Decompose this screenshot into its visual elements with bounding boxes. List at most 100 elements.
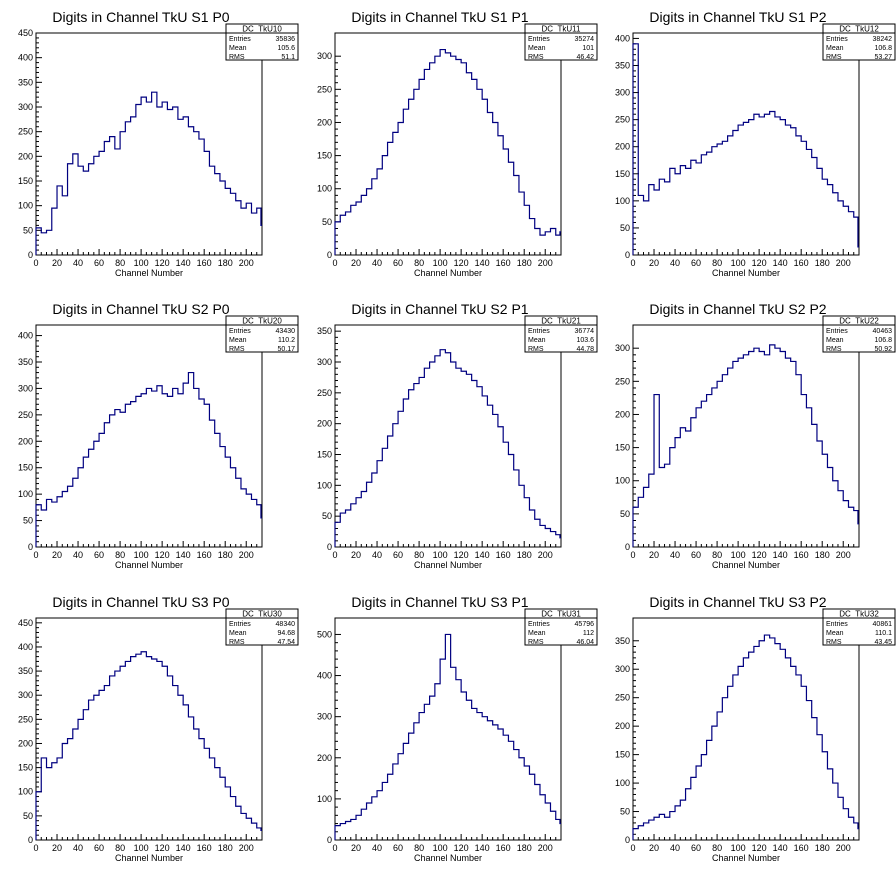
histogram-bin [188,127,193,255]
histogram-bin [743,122,748,255]
x-tick-label: 140 [176,550,191,560]
x-tick-label: 40 [73,843,83,853]
histogram-bin [670,448,675,547]
y-tick-label: 200 [18,738,33,748]
y-tick-label: 50 [23,225,33,235]
histogram-bin [194,729,199,840]
histogram-bin [335,522,340,547]
x-tick-label: 160 [794,258,809,268]
histogram-bin [220,447,225,547]
histogram-bin [146,388,151,547]
x-tick-label: 180 [218,258,233,268]
stats-label: Entries [826,328,848,335]
histogram-series-line [35,371,262,547]
histogram-bin [638,195,643,255]
histogram-panel: Digits in Channel TkU S1 P10501001502002… [317,9,598,278]
stats-label: Entries [528,328,550,335]
x-tick-label: 60 [393,550,403,560]
histogram-series-line [632,344,859,547]
histogram-bin [644,823,649,840]
stats-value: 40861 [873,621,893,628]
histogram-bin [393,424,398,547]
histogram-bin [806,149,811,255]
x-tick-label: 0 [332,550,337,560]
histogram-bin [261,518,262,547]
histogram-bin [806,701,811,840]
y-tick-label: 0 [625,542,630,552]
histogram-bin [654,190,659,255]
histogram-bin [356,815,361,840]
histogram-bin [770,345,775,547]
histogram-bin [759,117,764,255]
x-axis-label: Channel Number [414,560,482,570]
histogram-bin [749,120,754,255]
histogram-bin [477,713,482,840]
x-tick-label: 200 [239,550,254,560]
x-tick-label: 40 [670,258,680,268]
histogram-bin [670,168,675,255]
histogram-series-line [35,651,262,840]
plot-frame [632,324,860,548]
chart-title: Digits in Channel TkU S3 P0 [52,594,229,610]
y-tick-label: 200 [615,142,630,152]
histogram-bin [157,107,162,255]
histogram-bin [178,394,183,547]
histogram-bin [456,368,461,547]
x-tick-label: 60 [691,843,701,853]
stats-box: DC_TkU31 Entries 45796 Mean 112 RMS 46.04 [524,608,598,646]
x-tick-label: 20 [52,258,62,268]
y-tick-label: 200 [18,436,33,446]
histogram-bin [498,136,503,255]
histogram-bin [167,109,172,255]
histogram-bin [414,384,419,547]
histogram-bin [812,424,817,547]
histogram-bin [456,60,461,255]
histogram-bin [754,114,759,255]
histogram-bin [556,235,560,255]
histogram-bin [743,355,748,547]
histogram-bin [466,374,471,547]
x-tick-label: 200 [836,843,851,853]
stats-box: DC_TkU21 Entries 36774 Mean 103.6 RMS 44.78 [524,315,598,353]
histogram-bin [519,192,524,255]
histogram-series-line [632,634,859,840]
histogram-bin [162,102,167,255]
stats-name: DC_TkU20 [242,317,282,326]
histogram-bin [68,164,73,255]
histogram-bin [178,695,183,840]
x-tick-label: 80 [414,258,424,268]
stats-value: 43430 [276,328,296,335]
histogram-bin [125,661,130,840]
y-tick-label: 450 [18,28,33,38]
histogram-bin [340,215,345,255]
histogram-bin [514,470,519,547]
histogram-bin [131,657,136,840]
x-axis-label: Channel Number [115,560,183,570]
histogram-bin [493,414,498,547]
x-tick-label: 140 [176,258,191,268]
histogram-bin [540,235,545,255]
y-tick-label: 0 [28,835,33,845]
histogram-bin [120,666,125,840]
stats-box-frame [225,608,299,646]
x-tick-label: 0 [332,843,337,853]
histogram-bin [199,139,204,255]
histogram-bin [78,468,83,547]
x-tick-label: 180 [517,843,532,853]
histogram-bin [843,501,848,547]
histogram-bin [141,652,146,840]
histogram-bin [83,710,88,840]
histogram-bin [388,436,393,547]
histogram-bin [775,117,780,255]
histogram-bin [89,449,94,547]
histogram-bin [749,352,754,547]
histogram-bin [749,652,754,840]
histogram-bin [209,420,214,547]
histogram-bin [838,491,843,547]
stats-label: RMS [826,639,842,646]
histogram-bin [183,383,188,547]
histogram-bin [246,494,251,547]
y-tick-label: 100 [615,778,630,788]
histogram-bin [125,404,130,547]
